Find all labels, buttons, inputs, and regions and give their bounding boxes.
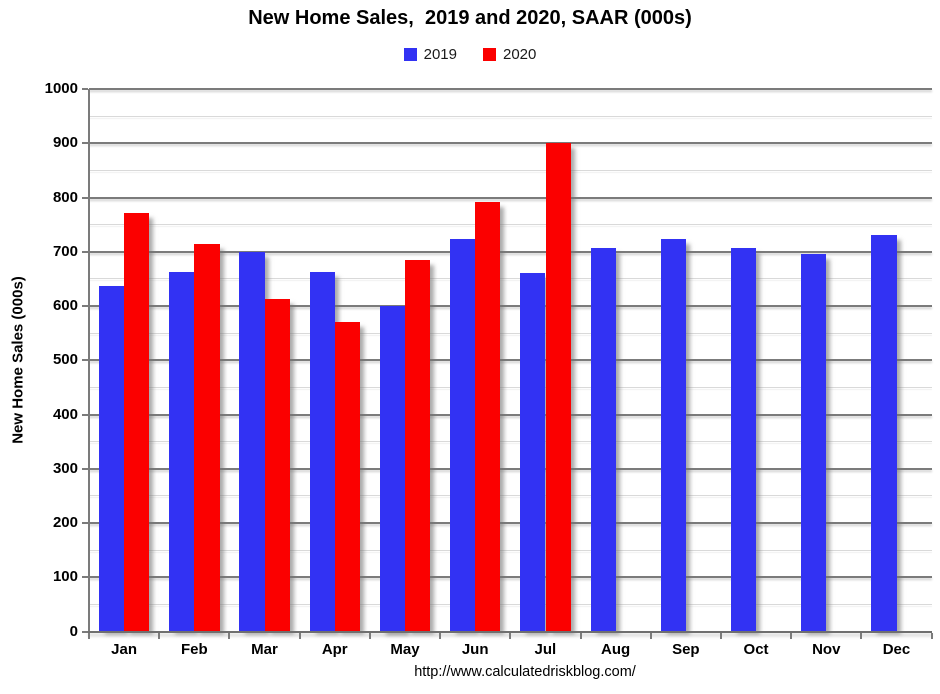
gridline-250 bbox=[89, 495, 932, 497]
chart-title: New Home Sales, 2019 and 2020, SAAR (000… bbox=[248, 7, 692, 29]
legend-item-2020: 2020 bbox=[483, 46, 536, 63]
bar-2019-oct bbox=[730, 248, 757, 632]
gridline-950 bbox=[89, 115, 932, 117]
bar-2019-nov bbox=[801, 254, 827, 632]
y-tick-200 bbox=[81, 522, 88, 524]
gridline-600 bbox=[89, 305, 932, 307]
bar-2020-jun bbox=[475, 202, 501, 632]
y-tick-label-1000: 1000 bbox=[44, 80, 78, 97]
x-axis-line bbox=[87, 630, 932, 633]
x-label-sep: Sep bbox=[672, 641, 700, 658]
y-tick-400 bbox=[81, 413, 88, 416]
bar-2020-jan bbox=[124, 212, 150, 632]
x-label-apr: Apr bbox=[321, 641, 348, 658]
gridline-400 bbox=[89, 413, 932, 416]
x-tick-3 bbox=[298, 632, 301, 639]
x-tick-7 bbox=[579, 632, 582, 639]
gridline-50 bbox=[89, 603, 932, 605]
chart-legend: 2019 2020 bbox=[0, 44, 940, 64]
x-label-feb: Feb bbox=[180, 641, 208, 658]
y-tick-500 bbox=[81, 359, 88, 362]
bar-2019-may bbox=[379, 306, 406, 632]
x-label-mar: Mar bbox=[251, 641, 278, 658]
gridline-300 bbox=[89, 467, 932, 470]
bar-2020-feb bbox=[194, 243, 220, 632]
x-tick-1 bbox=[158, 632, 161, 639]
x-label-oct: Oct bbox=[743, 641, 769, 658]
gridline-100 bbox=[89, 576, 932, 579]
gridline-500 bbox=[89, 359, 932, 362]
y-tick-label-500: 500 bbox=[52, 351, 78, 369]
legend-item-2019: 2019 bbox=[403, 45, 457, 63]
x-label-aug: Aug bbox=[601, 641, 631, 658]
bar-2019-mar bbox=[239, 252, 265, 632]
x-tick-5 bbox=[439, 632, 442, 639]
y-tick-700 bbox=[81, 250, 88, 253]
y-tick-300 bbox=[81, 467, 88, 470]
y-tick-label-700: 700 bbox=[52, 242, 78, 260]
y-tick-100 bbox=[81, 576, 88, 579]
gridline-850 bbox=[89, 169, 932, 171]
y-tick-1000 bbox=[81, 88, 88, 90]
bar-2020-jul bbox=[545, 142, 571, 632]
gridline-800 bbox=[89, 196, 932, 199]
x-tick-11 bbox=[860, 632, 863, 639]
gridline-150 bbox=[89, 549, 932, 551]
x-tick-0 bbox=[88, 632, 90, 639]
legend-swatch-2019 bbox=[403, 47, 417, 61]
bar-2019-feb bbox=[169, 271, 195, 632]
bar-2020-mar bbox=[264, 299, 290, 632]
y-tick-label-300: 300 bbox=[52, 459, 78, 477]
x-tick-6 bbox=[509, 632, 512, 639]
y-tick-label-400: 400 bbox=[52, 405, 78, 423]
gridline-900 bbox=[89, 142, 932, 145]
x-label-may: May bbox=[390, 641, 420, 658]
x-label-jul: Jul bbox=[534, 641, 557, 658]
x-tick-8 bbox=[649, 632, 652, 639]
x-label-nov: Nov bbox=[812, 641, 841, 658]
gridline-1000 bbox=[89, 88, 932, 90]
gridline-750 bbox=[89, 224, 932, 226]
y-axis-line bbox=[87, 89, 90, 639]
gridline-350 bbox=[89, 441, 932, 443]
bar-2019-apr bbox=[309, 272, 335, 632]
x-label-jan: Jan bbox=[111, 641, 138, 658]
legend-swatch-2020 bbox=[483, 47, 496, 61]
y-tick-800 bbox=[81, 196, 88, 199]
y-tick-label-200: 200 bbox=[52, 514, 78, 531]
bar-2019-jun bbox=[450, 239, 476, 632]
y-tick-label-800: 800 bbox=[52, 188, 78, 206]
gridline-200 bbox=[89, 522, 932, 524]
bar-2019-jul bbox=[520, 273, 546, 632]
gridline-550 bbox=[89, 332, 932, 334]
y-tick-600 bbox=[81, 305, 88, 307]
legend-label-2019: 2019 bbox=[423, 45, 457, 63]
x-label-dec: Dec bbox=[882, 641, 911, 658]
x-tick-10 bbox=[790, 632, 793, 639]
x-tick-12 bbox=[930, 632, 933, 639]
y-tick-label-0: 0 bbox=[69, 622, 78, 640]
bar-2020-may bbox=[405, 259, 431, 632]
bar-2019-sep bbox=[660, 238, 686, 632]
y-tick-label-900: 900 bbox=[52, 134, 78, 152]
x-tick-4 bbox=[368, 632, 371, 639]
legend-label-2020: 2020 bbox=[503, 45, 537, 63]
y-tick-900 bbox=[81, 142, 88, 145]
bar-2019-dec bbox=[871, 235, 897, 632]
x-tick-9 bbox=[719, 632, 722, 639]
gridline-650 bbox=[89, 278, 932, 280]
x-label-jun: Jun bbox=[461, 641, 489, 658]
x-tick-2 bbox=[228, 632, 231, 639]
y-tick-label-600: 600 bbox=[52, 297, 78, 314]
source-url-text: http://www.calculatedriskblog.com/ bbox=[414, 664, 636, 680]
y-tick-label-100: 100 bbox=[52, 568, 78, 586]
bar-2019-aug bbox=[590, 248, 616, 632]
y-tick-0 bbox=[81, 630, 88, 633]
bar-2019-jan bbox=[99, 286, 125, 632]
gridline-700 bbox=[89, 250, 932, 253]
gridline-450 bbox=[89, 386, 932, 388]
bar-2020-apr bbox=[334, 322, 361, 632]
